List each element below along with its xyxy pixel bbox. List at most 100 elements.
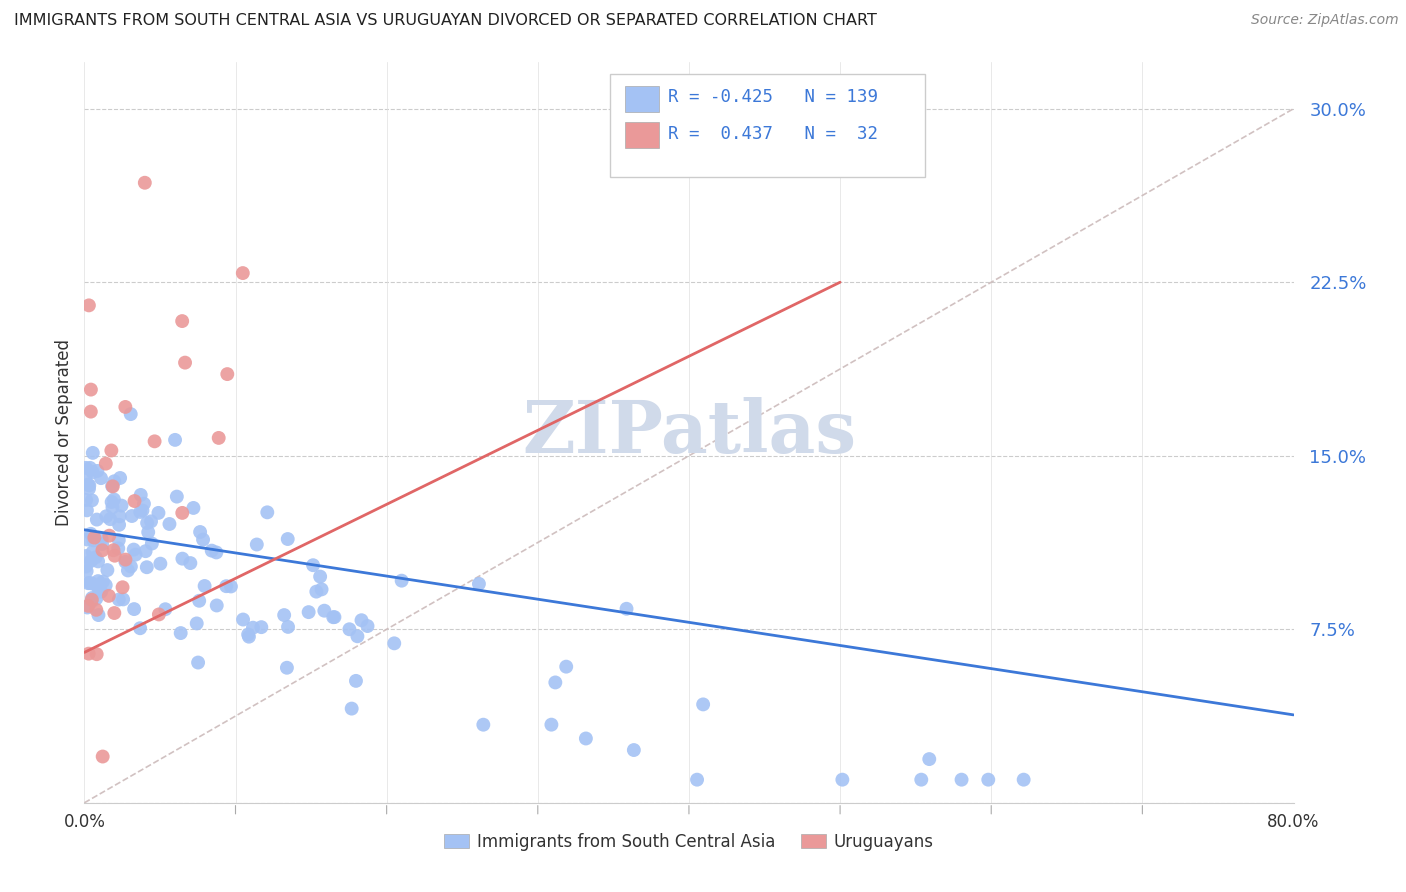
Point xyxy=(616,601,638,615)
Point xyxy=(950,772,973,787)
Point xyxy=(124,494,146,508)
Point xyxy=(107,541,129,556)
Text: Source: ZipAtlas.com: Source: ZipAtlas.com xyxy=(1251,13,1399,28)
Point xyxy=(108,592,131,607)
Point xyxy=(174,356,197,370)
Point xyxy=(170,626,193,640)
Point xyxy=(80,404,103,418)
Point xyxy=(103,492,125,507)
Point xyxy=(90,471,112,485)
Point xyxy=(391,574,413,588)
Point xyxy=(183,500,205,515)
Point xyxy=(80,576,103,591)
Point xyxy=(179,556,201,570)
Point xyxy=(277,620,299,634)
FancyBboxPatch shape xyxy=(610,73,925,178)
Point xyxy=(1012,772,1035,787)
Text: R = -0.425   N = 139: R = -0.425 N = 139 xyxy=(668,88,879,106)
Point xyxy=(108,517,131,532)
Point xyxy=(468,577,491,591)
Point xyxy=(340,701,363,715)
Point xyxy=(148,607,170,622)
Point xyxy=(166,490,188,504)
Point xyxy=(165,433,187,447)
Point xyxy=(77,478,100,492)
Point xyxy=(344,673,367,688)
Point xyxy=(110,499,132,513)
Point xyxy=(103,543,125,558)
Point xyxy=(314,604,336,618)
Point xyxy=(201,543,224,558)
Point xyxy=(120,407,142,421)
Point xyxy=(305,584,328,599)
Point xyxy=(86,464,108,478)
Legend: Immigrants from South Central Asia, Uruguayans: Immigrants from South Central Asia, Urug… xyxy=(437,826,941,857)
Point xyxy=(232,266,254,280)
Point xyxy=(346,629,368,643)
Point xyxy=(322,610,344,624)
Point xyxy=(122,602,145,616)
Text: ZIPatlas: ZIPatlas xyxy=(522,397,856,468)
Point xyxy=(91,574,114,589)
Point xyxy=(108,509,131,524)
Point xyxy=(472,717,495,731)
Point xyxy=(124,548,146,562)
Point xyxy=(75,559,97,574)
Point xyxy=(77,599,100,613)
Point xyxy=(87,574,110,588)
Point xyxy=(76,503,98,517)
Point xyxy=(148,506,170,520)
Point xyxy=(114,555,136,569)
Point xyxy=(82,533,104,548)
Point xyxy=(236,627,259,641)
Point xyxy=(136,525,159,540)
Point xyxy=(91,537,114,551)
Point xyxy=(350,613,373,627)
Point xyxy=(302,558,325,573)
Point xyxy=(122,542,145,557)
Point xyxy=(273,608,295,623)
Point xyxy=(132,497,155,511)
Point xyxy=(94,578,117,592)
Point xyxy=(79,576,101,591)
Point xyxy=(134,176,156,190)
Point xyxy=(80,594,103,608)
Point xyxy=(91,543,114,558)
Point xyxy=(129,488,152,502)
Point xyxy=(188,524,211,539)
Point xyxy=(155,602,177,616)
Point xyxy=(83,531,105,545)
Point xyxy=(80,383,103,397)
Point xyxy=(80,591,103,605)
Point xyxy=(86,579,108,593)
Point xyxy=(623,743,645,757)
Point xyxy=(194,579,217,593)
Point xyxy=(217,367,239,381)
Point xyxy=(117,564,139,578)
Point xyxy=(77,647,100,661)
Point xyxy=(298,605,321,619)
Point xyxy=(82,545,104,559)
Point xyxy=(90,532,112,546)
Point xyxy=(75,468,97,483)
Point xyxy=(208,431,231,445)
Point xyxy=(79,461,101,475)
Point xyxy=(87,554,110,568)
Point xyxy=(96,509,118,524)
Point xyxy=(82,446,104,460)
Point xyxy=(84,603,107,617)
Point xyxy=(114,552,136,566)
Point xyxy=(187,656,209,670)
Point xyxy=(77,576,100,591)
Point xyxy=(121,509,143,524)
Point xyxy=(276,661,298,675)
Point xyxy=(219,579,242,593)
Point xyxy=(323,610,346,624)
Point xyxy=(103,606,125,620)
Point xyxy=(91,749,114,764)
Point xyxy=(112,592,135,607)
Point xyxy=(309,569,332,583)
Point xyxy=(129,505,152,519)
Point xyxy=(76,533,98,547)
Point xyxy=(339,622,361,636)
